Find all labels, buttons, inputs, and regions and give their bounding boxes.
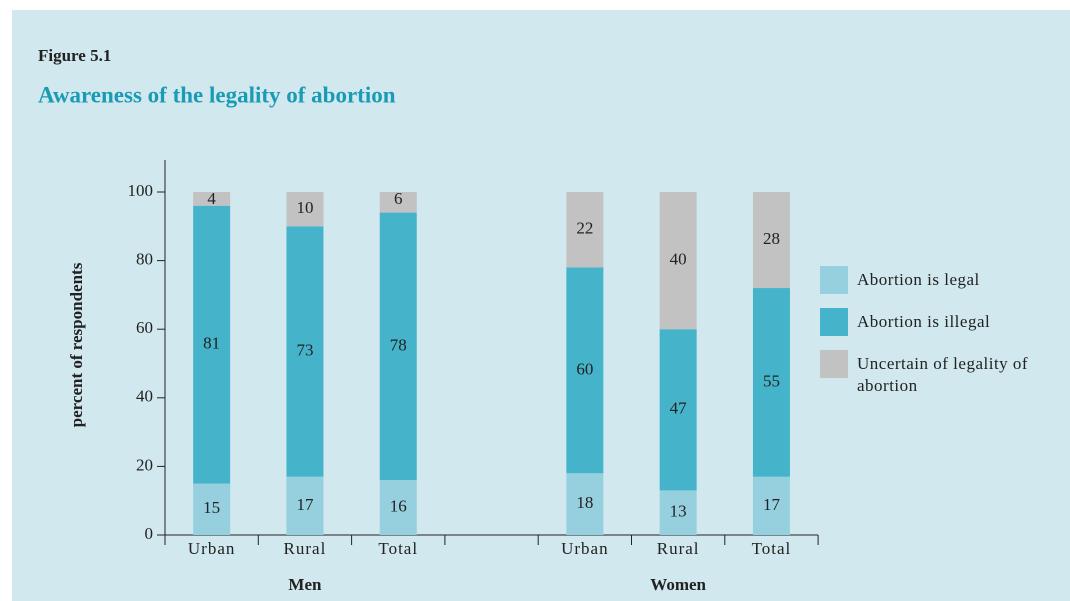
data-label: 55 (763, 371, 780, 390)
y-tick-label: 80 (136, 250, 153, 269)
bar-segment (193, 192, 231, 206)
y-tick-label: 60 (136, 318, 153, 337)
chart-title: Awareness of the legality of abortion (38, 82, 396, 107)
group-label: Women (650, 575, 706, 594)
data-label: 16 (390, 496, 407, 515)
data-label: 18 (576, 493, 593, 512)
bar-segment (566, 473, 604, 535)
data-label: 73 (296, 340, 313, 359)
data-label: 4 (207, 189, 216, 208)
data-label: 81 (203, 334, 220, 353)
data-label: 60 (576, 359, 593, 378)
data-label: 28 (763, 229, 780, 248)
data-label: 10 (296, 198, 313, 217)
x-tick-label: Rural (657, 539, 700, 558)
panel (12, 10, 1070, 601)
y-axis-label: percent of respondents (67, 262, 86, 427)
data-label: 47 (670, 399, 688, 418)
data-label: 78 (390, 335, 407, 354)
x-tick-label: Rural (284, 539, 327, 558)
bar-segment (659, 192, 697, 330)
legend: Abortion is legal Abortion is illegal Unce… (820, 266, 1050, 411)
bar-segment (286, 192, 324, 227)
group-label: Men (288, 575, 322, 594)
legend-item: Abortion is legal (820, 266, 1050, 294)
x-tick-label: Total (378, 539, 418, 558)
bar-segment (752, 288, 790, 477)
y-tick-label: 100 (128, 181, 154, 200)
legend-item: Abortion is illegal (820, 308, 1050, 336)
data-label: 15 (203, 498, 220, 517)
bar-segment (193, 483, 231, 535)
bar-segment (566, 267, 604, 474)
y-tick-label: 40 (136, 387, 153, 406)
legend-label: Uncertain of legality of abortion (857, 354, 1029, 395)
figure-label: Figure 5.1 (38, 46, 111, 65)
bar-segment (566, 192, 604, 268)
x-tick-label: Total (752, 539, 792, 558)
legend-label: Abortion is illegal (857, 312, 991, 331)
bar-segment (659, 490, 697, 535)
data-label: 17 (296, 495, 314, 514)
bar-segment (193, 205, 231, 484)
y-tick-label: 0 (145, 524, 154, 543)
y-tick-label: 20 (136, 455, 153, 474)
legend-label: Abortion is legal (857, 270, 980, 289)
data-label: 22 (576, 219, 593, 238)
x-tick-label: Urban (561, 539, 608, 558)
data-label: 6 (394, 189, 403, 208)
bar-segment (286, 226, 324, 477)
legend-item: Uncertain of legality of abortion (820, 350, 1050, 397)
bar-segment (379, 192, 417, 213)
legend-swatch (820, 350, 848, 378)
bar-segment (752, 192, 790, 289)
x-tick-label: Urban (188, 539, 235, 558)
bar-segment (752, 476, 790, 535)
legend-swatch (820, 308, 848, 336)
bar-segment (379, 480, 417, 535)
bar-segment (659, 329, 697, 491)
data-label: 40 (670, 250, 687, 269)
bar-segment (286, 476, 324, 535)
data-label: 17 (763, 495, 781, 514)
data-label: 13 (670, 502, 687, 521)
bar-segment (379, 212, 417, 481)
legend-swatch (820, 266, 848, 294)
